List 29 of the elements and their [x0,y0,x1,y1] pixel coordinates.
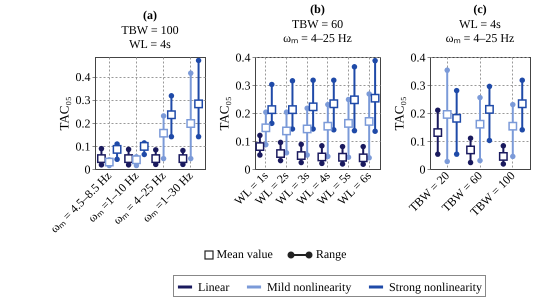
y-tick-label: 0.4 [236,50,250,64]
y-tick-label: 0 [420,162,426,176]
y-tick-label: 0.1 [236,134,250,148]
y-tick-label: 0 [84,162,90,176]
y-axis-title: TAC₀₅ [216,96,232,131]
text: Range [316,247,346,262]
y-tick-label: 0.2 [410,106,426,120]
y-tick-label: 0.4 [76,70,90,84]
chart-title: (b) [310,2,325,16]
y-axis-title: TAC₀₅ [56,96,72,131]
y-tick-label: 0.2 [236,106,250,120]
chart-subtitle: TBW = 100 WL = 4s [121,23,179,51]
y-tick-label: 0.2 [76,116,90,130]
y-tick-label: 0.3 [76,93,90,108]
legend-label: Strong nonlinearity [389,280,482,294]
legend-label: Linear [198,280,230,294]
y-tick-label: 0.3 [236,78,250,92]
y-tick-label: 0.1 [76,139,90,154]
chart-title: (a) [143,8,157,22]
y-tick-label: 0 [244,162,250,176]
y-tick-label: 0.4 [410,50,426,64]
chart-title: (c) [473,2,487,16]
y-tick-label: 0.1 [410,134,426,148]
legend-label: Mild nonlinearity [267,280,352,294]
chart-subtitle: WL = 4s ωₘ = 4–25 Hz [446,17,514,45]
text: Mean value [216,247,273,262]
y-axis-title: TAC₀₅ [392,96,406,131]
y-tick-label: 0.3 [410,78,426,92]
chart-subtitle: TBW = 60 ωₘ = 4–25 Hz [283,17,352,45]
